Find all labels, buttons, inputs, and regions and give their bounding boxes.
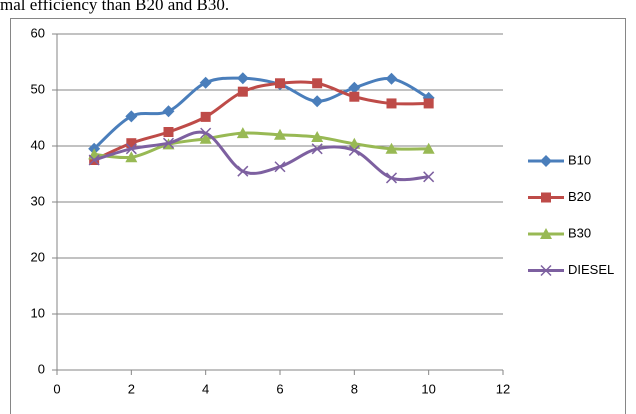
marker bbox=[423, 98, 434, 109]
marker bbox=[274, 128, 286, 140]
series-line bbox=[94, 131, 429, 160]
marker bbox=[311, 143, 323, 155]
x-tick-label: 2 bbox=[128, 381, 135, 396]
marker bbox=[236, 72, 249, 85]
x-tick-label: 6 bbox=[276, 381, 283, 396]
caption: mal efficiency than B20 and B30. bbox=[0, 0, 229, 14]
marker bbox=[274, 161, 286, 173]
x-tick-label: 0 bbox=[53, 381, 60, 396]
legend-label: DIESEL bbox=[568, 262, 614, 277]
marker bbox=[311, 95, 324, 108]
marker bbox=[125, 110, 138, 123]
y-tick-label: 60 bbox=[31, 25, 45, 40]
marker bbox=[348, 81, 361, 94]
series-line bbox=[93, 130, 429, 182]
legend-marker bbox=[541, 192, 551, 203]
y-tick-label: 50 bbox=[31, 81, 45, 96]
marker bbox=[348, 144, 360, 157]
legend-marker bbox=[540, 264, 552, 277]
marker bbox=[312, 78, 323, 89]
marker bbox=[199, 132, 212, 144]
x-tick-label: 8 bbox=[351, 381, 358, 396]
x-tick-label: 12 bbox=[496, 381, 510, 396]
marker bbox=[385, 72, 398, 85]
marker bbox=[385, 142, 398, 154]
marker bbox=[200, 127, 212, 139]
marker bbox=[237, 165, 249, 177]
marker bbox=[348, 137, 361, 149]
x-tick-label: 4 bbox=[202, 381, 209, 396]
chart-border bbox=[10, 18, 626, 414]
series-line bbox=[93, 76, 430, 150]
marker bbox=[200, 111, 211, 122]
marker bbox=[237, 86, 248, 97]
y-tick-label: 40 bbox=[31, 137, 45, 152]
x-tick-label: 10 bbox=[421, 381, 435, 396]
marker bbox=[386, 98, 397, 109]
marker bbox=[125, 143, 137, 155]
legend-label: B30 bbox=[568, 225, 591, 240]
marker bbox=[311, 131, 324, 143]
marker bbox=[126, 138, 137, 149]
marker bbox=[236, 127, 249, 139]
marker bbox=[163, 127, 174, 137]
marker bbox=[162, 137, 175, 149]
legend-label: B20 bbox=[568, 189, 591, 204]
y-tick-label: 30 bbox=[31, 193, 45, 208]
marker bbox=[125, 151, 138, 163]
series-line bbox=[93, 80, 429, 162]
marker bbox=[349, 91, 360, 102]
legend-marker bbox=[540, 228, 552, 239]
y-tick-label: 0 bbox=[38, 361, 45, 376]
legend-label: B10 bbox=[568, 152, 591, 167]
y-tick-label: 10 bbox=[31, 305, 45, 320]
marker bbox=[423, 171, 435, 183]
marker bbox=[162, 105, 175, 118]
marker bbox=[88, 154, 100, 166]
marker bbox=[275, 78, 285, 89]
legend-marker bbox=[540, 155, 552, 167]
marker bbox=[422, 142, 435, 154]
marker bbox=[385, 172, 398, 184]
marker bbox=[199, 76, 212, 89]
y-tick-label: 20 bbox=[31, 249, 45, 264]
